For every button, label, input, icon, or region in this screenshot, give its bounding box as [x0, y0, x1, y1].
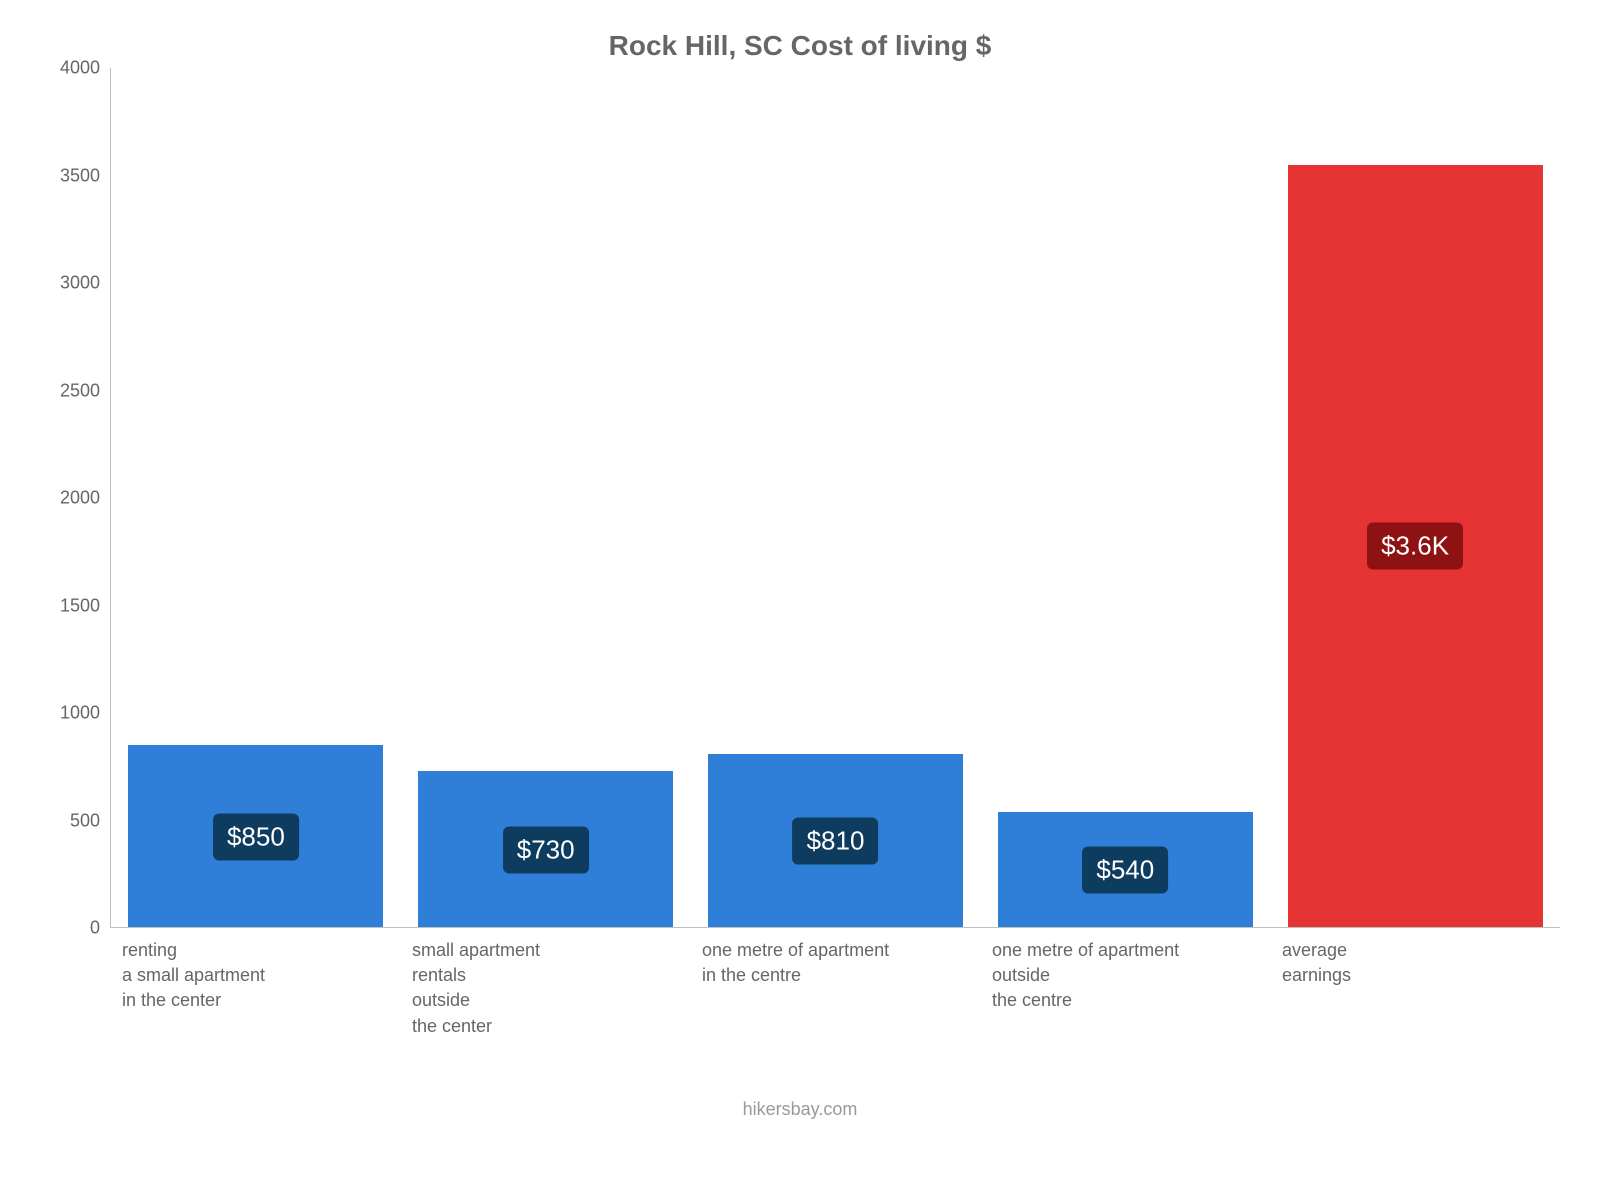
bar: $3.6K	[1288, 165, 1543, 928]
y-tick: 0	[90, 918, 100, 939]
bars-container: $850 $730 $810 $540 $3.6K	[111, 68, 1560, 928]
bar-value-label: $730	[503, 826, 589, 873]
bar-slot: $850	[111, 68, 401, 928]
x-axis: renting a small apartment in the centers…	[110, 938, 1560, 1039]
x-label: one metre of apartment in the centre	[690, 938, 980, 1039]
bar-value-label: $850	[213, 813, 299, 860]
x-label: small apartment rentals outside the cent…	[400, 938, 690, 1039]
y-tick: 500	[70, 810, 100, 831]
bar: $850	[128, 745, 383, 928]
x-axis-line	[111, 927, 1560, 928]
y-axis: 05001000150020002500300035004000	[40, 68, 110, 928]
y-tick: 1000	[60, 703, 100, 724]
bar: $540	[998, 812, 1253, 928]
plot-area: 05001000150020002500300035004000 $850$73…	[40, 68, 1560, 928]
bar: $730	[418, 771, 673, 928]
bar-value-label: $810	[793, 817, 879, 864]
x-label: renting a small apartment in the center	[110, 938, 400, 1039]
x-label: average earnings	[1270, 938, 1560, 1039]
bar-value-label: $540	[1082, 846, 1168, 893]
bar-value-label: $3.6K	[1367, 523, 1463, 570]
y-tick: 3500	[60, 165, 100, 186]
y-tick: 4000	[60, 58, 100, 79]
y-tick: 2500	[60, 380, 100, 401]
cost-of-living-chart: Rock Hill, SC Cost of living $ 0 500 1000 1…	[0, 0, 1600, 1200]
chart-body: $850 $730 $810 $540 $3.6K	[110, 68, 1560, 928]
bar-slot: $540	[980, 68, 1270, 928]
chart-title: Rock Hill, SC Cost of living $	[40, 30, 1560, 62]
y-tick: 1500	[60, 595, 100, 616]
bar-slot: $3.6K	[1270, 68, 1560, 928]
y-tick: 2000	[60, 488, 100, 509]
bar: $810	[708, 754, 963, 928]
chart-footer: hikersbay.com	[40, 1099, 1560, 1120]
bar-slot: $810	[691, 68, 981, 928]
bar-slot: $730	[401, 68, 691, 928]
y-tick: 3000	[60, 273, 100, 294]
x-label: one metre of apartment outside the centr…	[980, 938, 1270, 1039]
